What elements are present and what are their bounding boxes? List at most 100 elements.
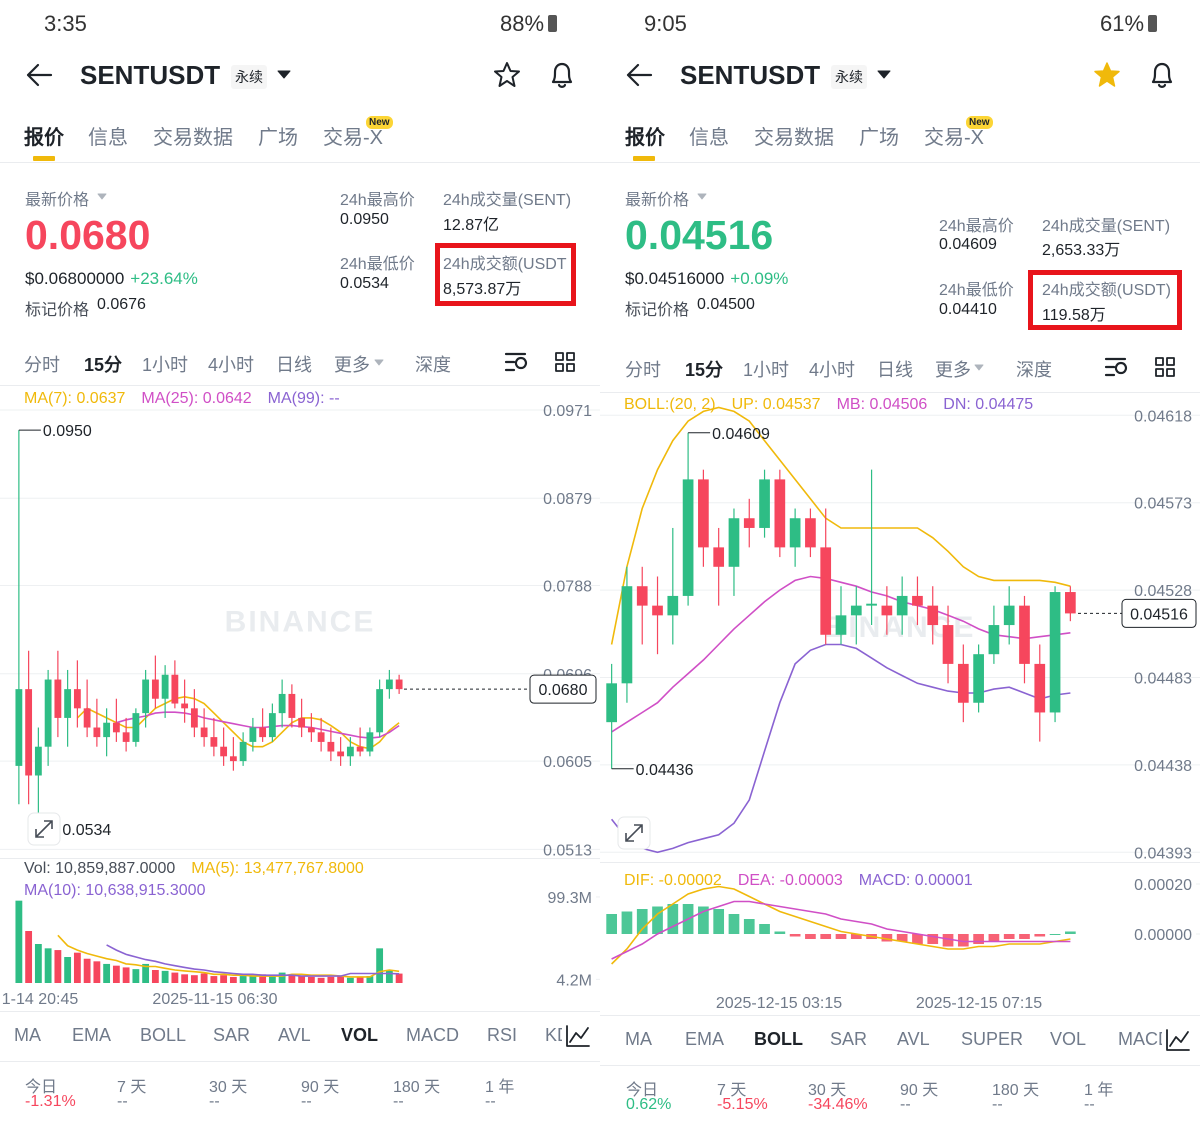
bar [385, 970, 393, 983]
interval-tab[interactable]: 分时 [625, 360, 661, 380]
indicator-tab[interactable]: EMA [72, 1025, 112, 1045]
bar [44, 948, 52, 983]
layout-grid[interactable] [1155, 357, 1175, 377]
usd-row: $0.04516000 +0.09% [625, 269, 788, 289]
candle-body [606, 683, 617, 723]
back-button[interactable] [626, 63, 653, 87]
candle-body [927, 605, 939, 626]
chart-legend: BOLL:(20, 2) UP: 0.04537 MB: 0.04506 DN: 0.… [624, 396, 1184, 414]
indicator-tab[interactable]: VOL [341, 1025, 379, 1045]
candle-body [973, 654, 984, 703]
alert-bell-shape [551, 62, 573, 88]
price-label-dropdown-shape [697, 193, 707, 200]
expand-icon [35, 820, 53, 838]
indicator-tab[interactable]: MACD [1118, 1029, 1171, 1049]
more-dropdown[interactable] [374, 359, 384, 366]
bar [64, 957, 72, 983]
favorite-star[interactable] [1094, 62, 1120, 87]
legend-title: BOLL:(20, 2) [624, 396, 716, 413]
candle-body [385, 679, 393, 690]
stat-value: 119.58万 [1042, 307, 1106, 324]
y-tick-label: 0.00000 [1134, 927, 1192, 944]
interval-tab[interactable]: 深度 [415, 355, 451, 375]
chart-settings[interactable] [1104, 357, 1128, 377]
candle-body [190, 708, 198, 728]
back-button[interactable] [26, 63, 53, 87]
bar [1003, 934, 1015, 939]
bar [122, 967, 130, 983]
indicator-tab[interactable]: MACD [406, 1025, 459, 1045]
indicator-tab[interactable]: SUPER [961, 1029, 1024, 1049]
nav-tab[interactable]: 广场 [258, 127, 298, 149]
interval-tab[interactable]: 分时 [24, 355, 60, 375]
chart-settings[interactable] [504, 352, 528, 372]
perf-value: -5.15% [717, 1096, 768, 1113]
indicator-tab[interactable]: VOL [1050, 1029, 1087, 1049]
indicator-tab[interactable]: RSI [487, 1025, 518, 1045]
indicator-tab[interactable]: MA [14, 1025, 41, 1045]
chart-bottom-divider [0, 1011, 600, 1012]
indicator-tab[interactable]: BOLL [140, 1025, 187, 1045]
chart-settings-shape [1104, 357, 1128, 377]
nav-tab[interactable]: 交易数据 [153, 127, 233, 149]
bar [606, 914, 617, 934]
favorite-star-shape [1094, 62, 1120, 87]
indicator-tab[interactable]: MA [625, 1029, 652, 1049]
interval-tab[interactable]: 更多 [334, 355, 370, 375]
alert-bell[interactable] [549, 61, 575, 89]
indicator-tab[interactable]: SAR [213, 1025, 251, 1045]
indicator-tab[interactable]: AVL [278, 1025, 311, 1045]
more-dropdown[interactable] [974, 364, 984, 371]
interval-tab[interactable]: 日线 [276, 355, 312, 375]
bar [346, 977, 354, 983]
nav-tab[interactable]: 交易-X [323, 127, 383, 149]
price-label-dropdown[interactable] [97, 193, 107, 200]
favorite-star[interactable] [494, 62, 520, 87]
nav-tab[interactable]: 报价 [24, 127, 64, 149]
symbol-dropdown[interactable] [277, 70, 291, 79]
candle-body [64, 689, 72, 718]
bar [850, 934, 862, 939]
layout-grid[interactable] [555, 352, 575, 372]
interval-tab[interactable]: 1小时 [142, 355, 189, 375]
stat-label: 24h成交额(USDT) [1042, 282, 1171, 299]
bar [317, 977, 325, 983]
nav-tab[interactable]: 广场 [859, 127, 899, 149]
symbol-dropdown[interactable] [877, 70, 891, 79]
indicator-tab[interactable]: SAR [830, 1029, 868, 1049]
candle-body [1003, 605, 1015, 626]
extreme-label: 0.0950 [43, 423, 92, 440]
indicator-tab[interactable]: AVL [897, 1029, 930, 1049]
interval-tab[interactable]: 4小时 [208, 355, 255, 375]
candle-body [850, 605, 862, 616]
bar [161, 970, 169, 983]
indicator-tab[interactable]: EMA [685, 1029, 725, 1049]
nav-tab[interactable]: 交易数据 [754, 127, 834, 149]
interval-tab[interactable]: 15分 [685, 360, 724, 380]
indicator-settings[interactable] [566, 1025, 590, 1047]
candle-body [93, 727, 101, 738]
interval-tab[interactable]: 4小时 [809, 360, 856, 380]
stat-label: 24h最低价 [340, 256, 415, 273]
nav-tab[interactable]: 信息 [88, 127, 128, 149]
interval-tab[interactable]: 15分 [84, 355, 123, 375]
price-label-dropdown[interactable] [697, 193, 707, 200]
candle-body [957, 663, 969, 703]
nav-tab[interactable]: 信息 [689, 127, 729, 149]
perf-value: -34.46% [808, 1096, 868, 1113]
interval-tab[interactable]: 更多 [935, 360, 971, 380]
perf-value: -- [992, 1096, 1003, 1113]
nav-tab[interactable]: 交易-X [924, 127, 984, 149]
nav-tab[interactable]: 报价 [625, 127, 665, 149]
indicator-settings[interactable] [1166, 1029, 1190, 1051]
alert-bell[interactable] [1149, 61, 1175, 89]
bar [652, 906, 663, 934]
interval-tab[interactable]: 深度 [1016, 360, 1052, 380]
y-tick-label: 0.0971 [543, 403, 592, 420]
bar [142, 963, 150, 983]
interval-tab[interactable]: 1小时 [743, 360, 790, 380]
interval-tab[interactable]: 日线 [877, 360, 913, 380]
indicator-tab[interactable]: BOLL [754, 1029, 803, 1049]
bar [25, 931, 33, 983]
perf-label: 今日 [25, 1079, 58, 1096]
